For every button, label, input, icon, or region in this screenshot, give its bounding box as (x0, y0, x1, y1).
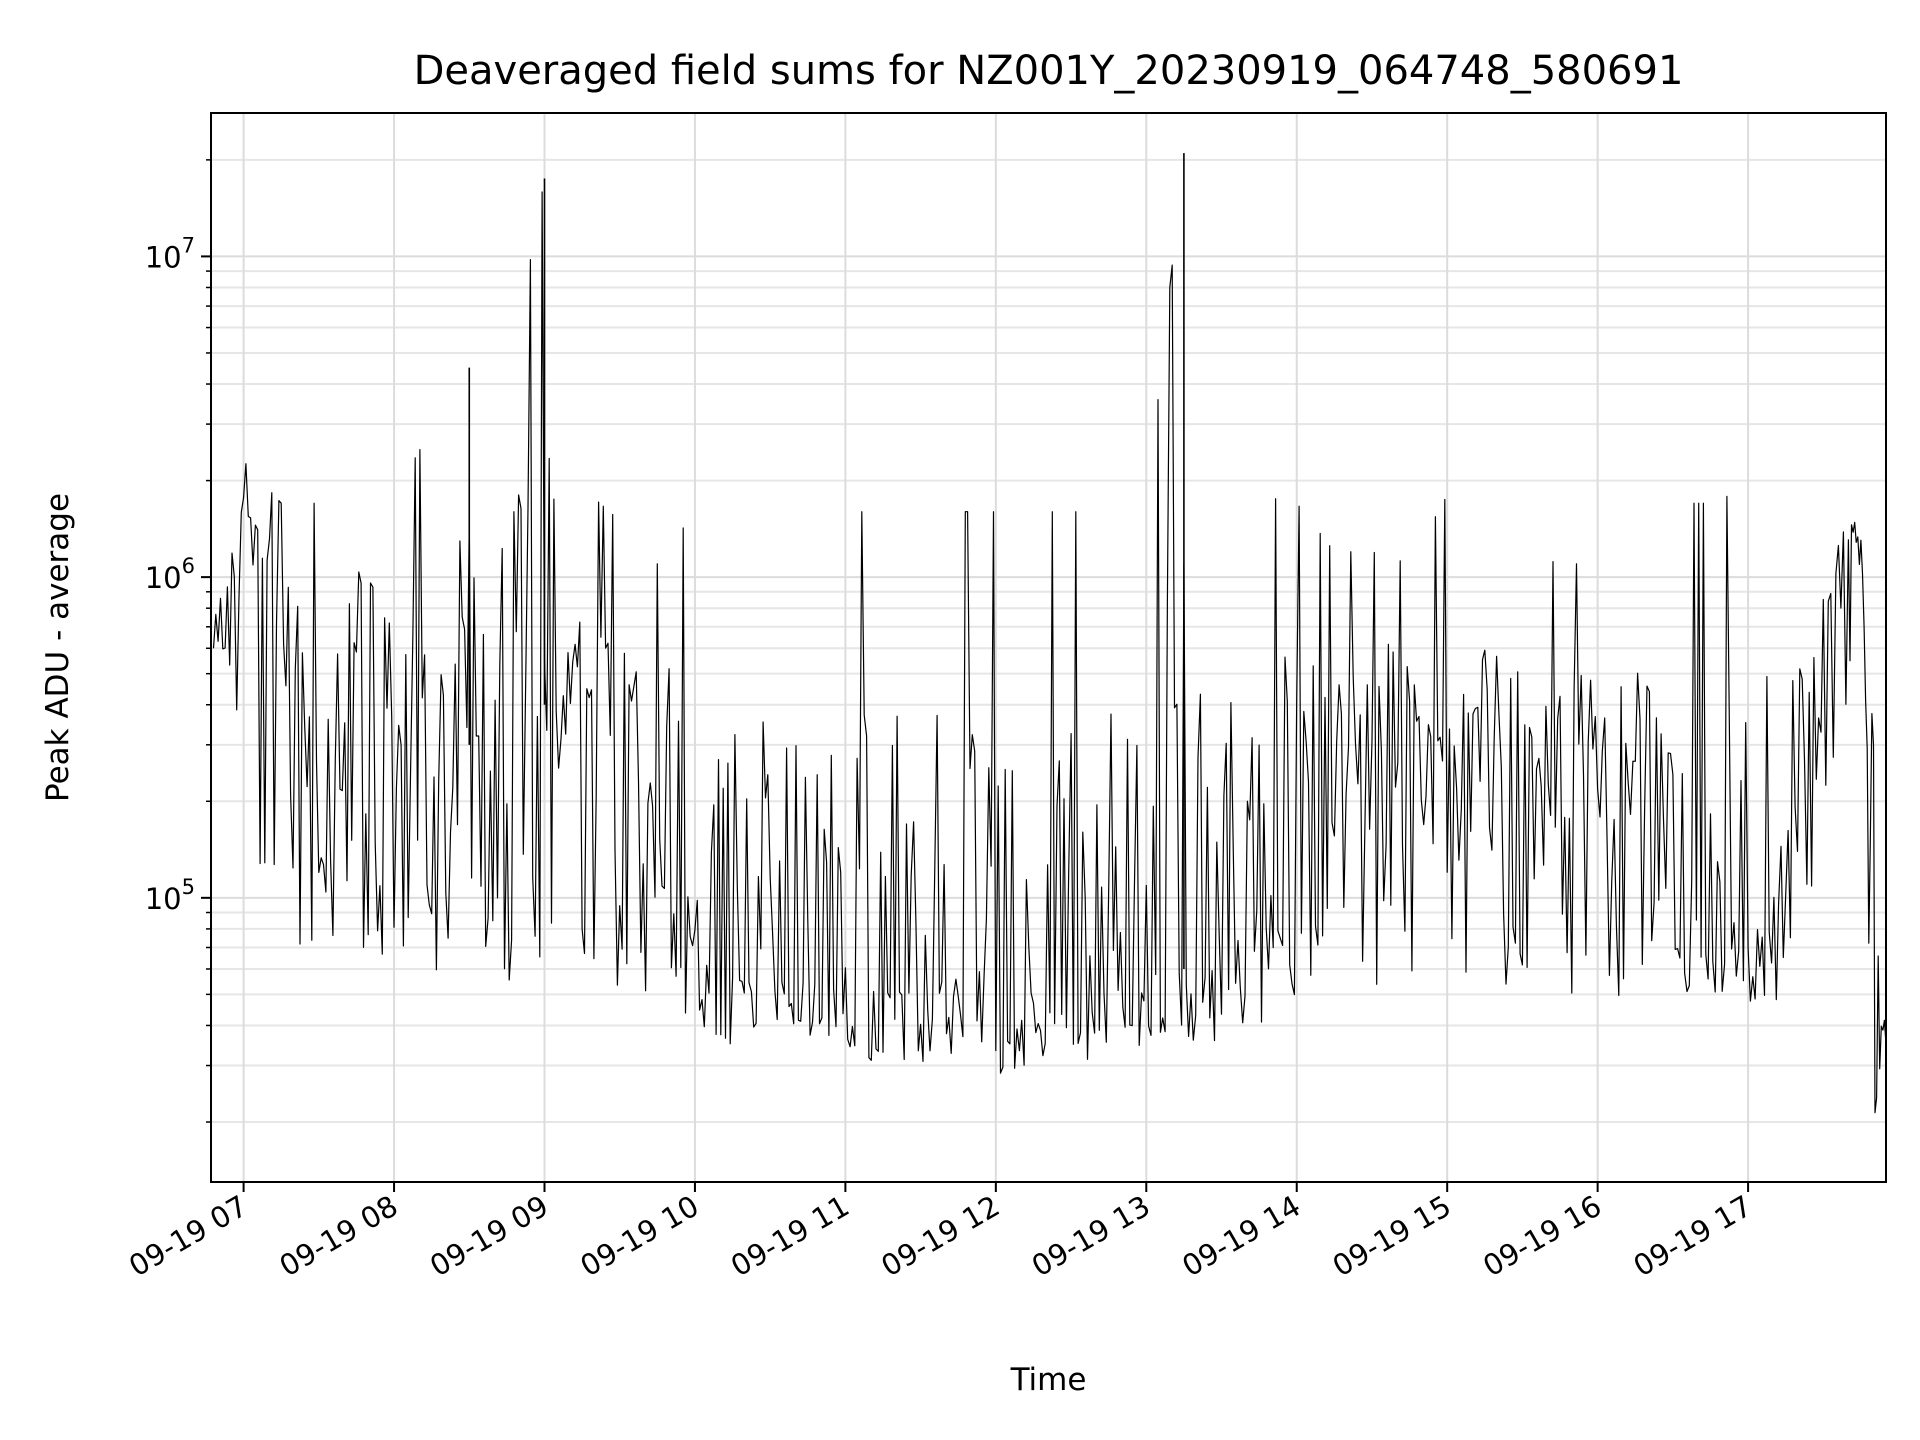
y-tick-exponent: 7 (182, 233, 195, 257)
x-tick-label: 09-19 09 (424, 1189, 554, 1284)
x-tick-label: 09-19 16 (1477, 1189, 1607, 1284)
chart-title: Deaveraged field sums for NZ001Y_2023091… (414, 48, 1684, 94)
x-tick-label: 09-19 08 (274, 1189, 404, 1284)
x-tick-label: 09-19 13 (1026, 1189, 1156, 1284)
y-tick-label: 105 (145, 875, 195, 916)
series-line (212, 191, 1887, 1114)
y-tick-exponent: 5 (182, 875, 195, 899)
x-tick-label: 09-19 14 (1176, 1189, 1306, 1284)
x-tick-label: 09-19 15 (1327, 1189, 1457, 1284)
x-tick-label: 09-19 11 (725, 1189, 855, 1284)
y-axis-title: Peak ADU - average (40, 493, 76, 802)
y-tick-base: 10 (145, 561, 182, 595)
x-tick-label: 09-19 07 (123, 1189, 253, 1284)
minor-gridlines (211, 158, 1886, 1123)
plot-frame (210, 112, 1887, 1183)
x-tick-label: 09-19 10 (575, 1189, 705, 1284)
y-tick-exponent: 6 (182, 554, 195, 578)
y-tick-base: 10 (145, 882, 182, 916)
x-tick-label: 09-19 12 (875, 1189, 1005, 1284)
x-tick-label: 09-19 17 (1628, 1189, 1758, 1284)
y-tick-label: 107 (145, 233, 195, 274)
y-tick-base: 10 (145, 240, 182, 274)
data-series (212, 153, 1887, 1114)
x-axis: 09-19 07 09-19 08 09-19 09 09-19 10 09-19 11… (123, 1182, 1758, 1284)
y-tick-label: 106 (145, 554, 195, 595)
x-axis-title: Time (1010, 1362, 1087, 1398)
